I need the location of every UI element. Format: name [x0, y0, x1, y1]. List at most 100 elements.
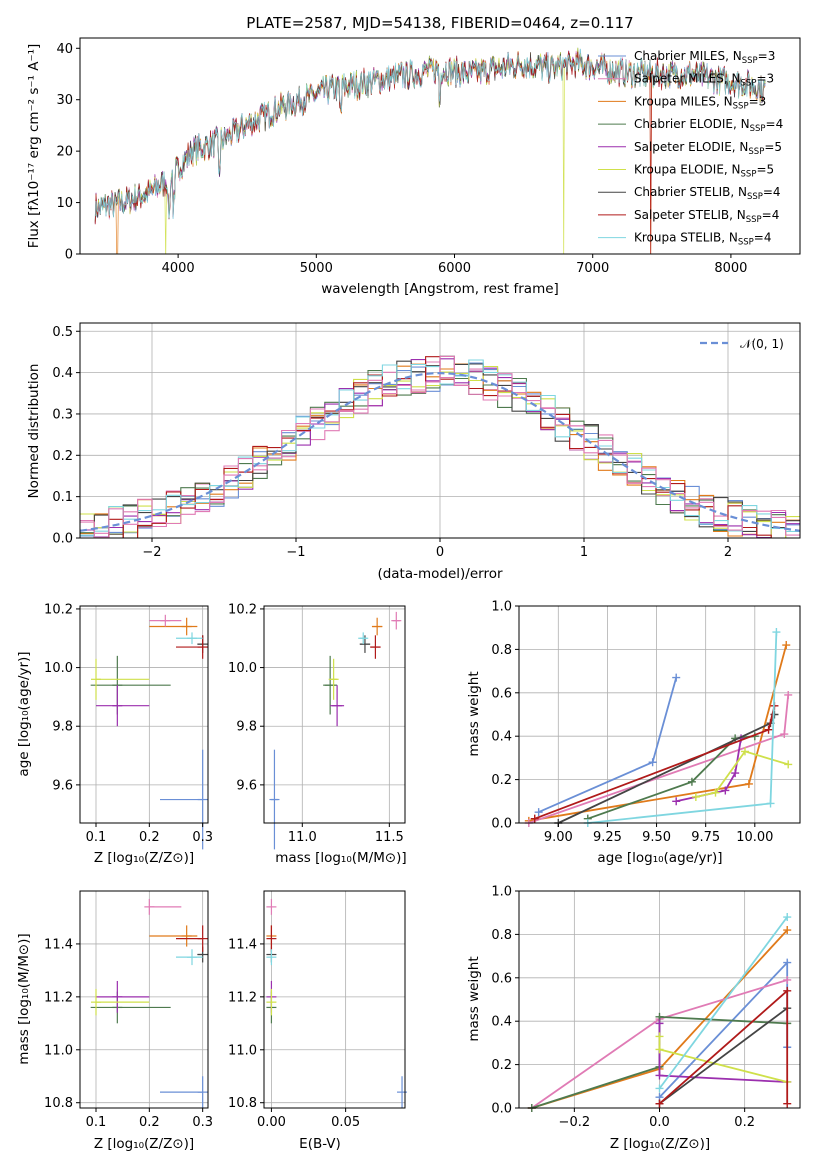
weight-vs-Z-plus-marker — [655, 1084, 664, 1093]
spectrum-xtick-label: 8000 — [714, 261, 747, 276]
weight-vs-Z-xtick-label: 0.2 — [734, 1115, 755, 1130]
age-vs-Z-point — [176, 632, 203, 645]
mass-vs-ebv-xtick-label: 0.05 — [331, 1115, 360, 1130]
weight-vs-Z-series-line — [658, 1007, 788, 1105]
weight-vs-age-plus-marker — [672, 797, 681, 806]
weight-vs-Z-xtick-label: 0.0 — [649, 1115, 670, 1130]
spectrum-legend-label: Kroupa STELIB, NSSP=4 — [634, 231, 772, 248]
spectrum-ytick-label: 0 — [65, 248, 73, 263]
residuals-xtick-label: −2 — [142, 545, 161, 560]
spectrum-xtick-label: 6000 — [438, 261, 471, 276]
weight-vs-age-plus-marker — [740, 747, 749, 756]
residuals-ytick-label: 0.3 — [52, 407, 73, 422]
weight-vs-Z-plus-marker — [783, 926, 792, 935]
age-vs-mass-point — [370, 635, 381, 659]
weight-vs-Z-plus-marker — [783, 975, 792, 984]
weight-vs-age-plus-marker — [782, 641, 791, 650]
weight-vs-age-plot-area — [524, 628, 793, 827]
age-vs-mass-xlabel: mass [log₁₀(M/M⊙)] — [275, 850, 406, 866]
residuals-plot-area — [80, 355, 800, 538]
weight-vs-age-xlabel: age [log₁₀(age/yr)] — [597, 850, 722, 866]
residuals-ytick-label: 0.2 — [52, 449, 73, 464]
age-vs-Z-xlabel: Z [log₁₀(Z/Z⊙)] — [94, 850, 194, 866]
weight-vs-age-plus-marker — [772, 628, 781, 637]
mass-vs-Z-frame — [79, 890, 209, 1109]
spectrum-legend: Chabrier MILES, NSSP=3 Salpeter MILES, NS… — [598, 49, 783, 248]
mass-vs-Z-point — [96, 980, 150, 1013]
weight-vs-Z-group: −0.2 0.0 0.2 0.0 0.2 0.4 0.6 0.8 1.0 Z [log₁₀(Z/Z… — [466, 885, 801, 1152]
age-vs-Z-xtick-label: 0.2 — [139, 830, 160, 845]
spectrum-legend-label: Chabrier STELIB, NSSP=4 — [634, 185, 781, 202]
age-vs-Z-xtick-label: 0.1 — [86, 830, 107, 845]
age-vs-Z-ytick-label: 9.8 — [52, 720, 73, 735]
mass-vs-Z-ytick-label: 10.8 — [44, 1096, 73, 1111]
age-vs-mass-point — [391, 611, 402, 630]
weight-vs-age-frame — [518, 605, 801, 824]
spectrum-legend-label: Chabrier ELODIE, NSSP=4 — [634, 117, 783, 134]
weight-vs-age-plus-marker — [764, 725, 773, 734]
weight-vs-age-plus-marker — [766, 799, 775, 808]
weight-vs-Z-ytick-label: 0.6 — [491, 971, 512, 986]
age-vs-Z-ytick-label: 9.6 — [52, 778, 73, 793]
spectrum-series-line — [94, 50, 766, 254]
mass-vs-ebv-point — [266, 925, 277, 952]
weight-vs-age-plus-marker — [784, 690, 793, 699]
weight-vs-age-ytick-label: 0.6 — [491, 686, 512, 701]
age-vs-Z-xtick-label: 0.3 — [192, 830, 213, 845]
mass-vs-Z-xtick-label: 0.1 — [86, 1115, 107, 1130]
mass-vs-ebv-ytick-label: 11.4 — [228, 937, 257, 952]
spectrum-legend-label: Kroupa ELODIE, NSSP=5 — [634, 163, 774, 180]
weight-vs-age-plus-marker — [691, 792, 700, 801]
spectrum-legend-label: Kroupa MILES, NSSP=3 — [634, 94, 766, 111]
residuals-xtick-label: 1 — [580, 545, 588, 560]
mass-vs-Z-point — [176, 949, 203, 966]
age-vs-Z-point — [149, 614, 182, 627]
age-vs-mass-point — [371, 617, 383, 636]
weight-vs-Z-series-line — [658, 916, 788, 1090]
weight-vs-age-plus-marker — [648, 758, 657, 767]
weight-vs-age-plus-marker — [721, 786, 730, 795]
residuals-histogram-step — [80, 355, 800, 538]
residuals-xtick-label: 2 — [724, 545, 732, 560]
spectrum-xtick-label: 5000 — [300, 261, 333, 276]
weight-vs-age-xtick-label: 9.50 — [642, 830, 671, 845]
weight-vs-Z-plot-area — [527, 913, 792, 1112]
weight-vs-age-ytick-label: 1.0 — [491, 600, 512, 615]
residuals-ylabel: Normed distribution — [26, 364, 42, 499]
weight-vs-age-series-line — [528, 694, 790, 824]
mass-vs-ebv-xlabel: E(B-V) — [299, 1136, 341, 1152]
weight-vs-Z-xtick-label: −0.2 — [559, 1115, 591, 1130]
weight-vs-Z-series-line — [658, 1036, 788, 1083]
mass-vs-ebv-point — [266, 949, 277, 966]
weight-vs-Z-plus-marker — [783, 913, 792, 922]
weight-vs-age-plus-marker — [530, 814, 539, 823]
mass-vs-Z-point — [149, 925, 198, 947]
mass-vs-Z-point — [176, 925, 208, 952]
mass-vs-Z-point — [160, 1076, 208, 1108]
weight-vs-Z-plus-marker — [655, 1032, 664, 1041]
spectrum-legend-label: Salpeter MILES, NSSP=3 — [634, 72, 774, 89]
age-vs-Z-frame — [79, 605, 209, 824]
residuals-ytick-label: 0.5 — [52, 325, 73, 340]
age-vs-Z-point — [149, 617, 198, 636]
weight-vs-age-ytick-label: 0.8 — [491, 643, 512, 658]
mass-vs-Z-ytick-label: 11.0 — [44, 1043, 73, 1058]
spectrum-legend-label: Salpeter STELIB, NSSP=4 — [634, 208, 779, 225]
weight-vs-Z-plus-marker — [655, 1099, 664, 1108]
age-vs-mass-frame — [263, 605, 406, 824]
spectrum-legend-label: Chabrier MILES, NSSP=3 — [634, 49, 775, 66]
spectrum-series-line — [94, 47, 766, 254]
mass-vs-ebv-ytick-label: 11.2 — [228, 990, 257, 1005]
age-vs-mass-ytick-label: 10.2 — [228, 602, 257, 617]
weight-vs-age-plus-marker — [780, 730, 789, 739]
weight-vs-age-plus-marker — [731, 769, 740, 778]
weight-vs-Z-ylabel: mass weight — [466, 956, 482, 1041]
spectrum-legend-label: Salpeter ELODIE, NSSP=5 — [634, 140, 782, 157]
weight-vs-age-ytick-label: 0.0 — [491, 817, 512, 832]
residuals-group: −2 −1 0 1 2 0.0 0.1 0.2 0.3 0.4 0.5 (data-model)/er… — [26, 322, 801, 582]
spectrum-ytick-label: 10 — [56, 196, 73, 211]
age-vs-mass-point — [330, 685, 345, 727]
weight-vs-age-xtick-label: 9.25 — [593, 830, 622, 845]
residuals-legend-label: 𝒩(0, 1) — [740, 337, 784, 351]
